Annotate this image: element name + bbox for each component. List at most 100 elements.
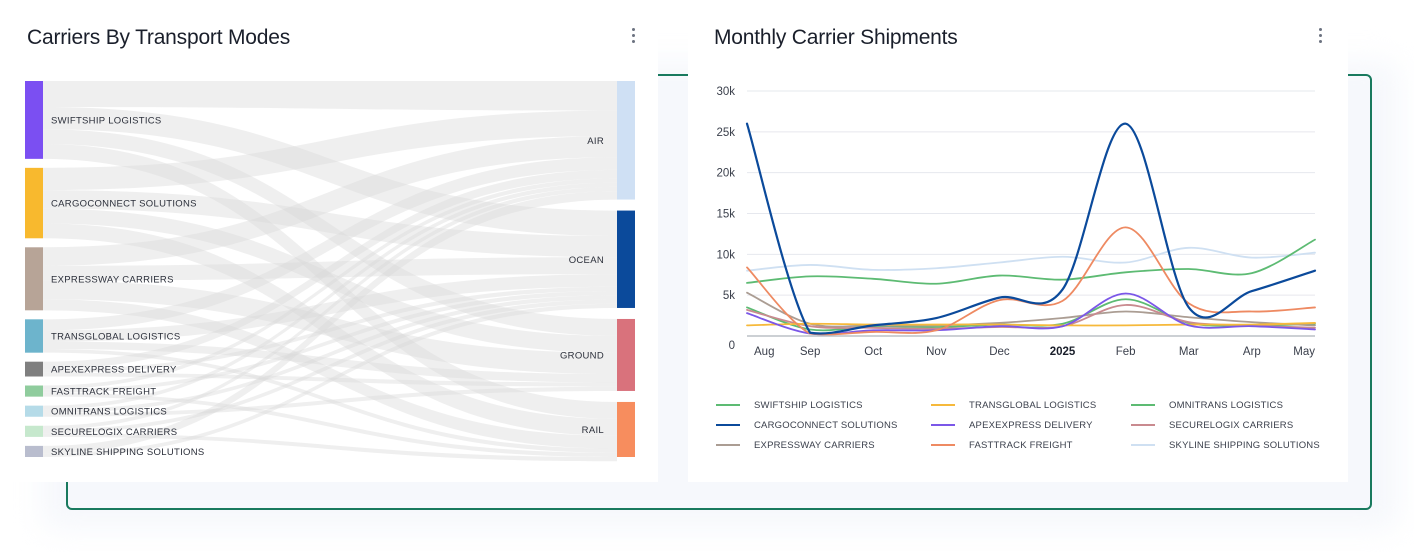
legend-item-apexexpress-delivery[interactable]: APEXEXPRESS DELIVERY: [931, 418, 1093, 432]
sankey-source-node-swiftship-logistics[interactable]: [25, 81, 43, 159]
sankey-source-node-cargoconnect-solutions[interactable]: [25, 167, 43, 239]
sankey-target-label: GROUND: [560, 350, 604, 361]
series-line-skyline-shipping-solutions[interactable]: [746, 246, 1316, 272]
sankey-source-label: TRANSGLOBAL LOGISTICS: [51, 332, 180, 343]
series-line-expressway-carriers[interactable]: [746, 291, 1316, 328]
sankey-source-node-transglobal-logistics[interactable]: [25, 319, 43, 353]
legend-label: SWIFTSHIP LOGISTICS: [754, 399, 863, 411]
sankey-source-label: OMNITRANS LOGISTICS: [51, 407, 167, 418]
series-line-fasttrack-freight[interactable]: [746, 226, 1316, 336]
legend-swatch: [1131, 424, 1155, 426]
sankey-link-omnitrans-logistics-to-ocean: [43, 295, 617, 414]
sankey-link-transglobal-logistics-to-rail: [43, 348, 617, 453]
kebab-vertical-icon[interactable]: [625, 26, 641, 46]
sankey-source-node-apexexpress-delivery[interactable]: [25, 361, 43, 377]
x-tick-label: Mar: [1179, 346, 1199, 358]
sankey-source-label: EXPRESSWAY CARRIERS: [51, 274, 174, 285]
sankey-link-apexexpress-delivery-to-air: [43, 169, 617, 370]
series-line-swiftship-logistics[interactable]: [746, 238, 1316, 285]
y-tick-label: 25k: [716, 127, 735, 139]
legend-label: OMNITRANS LOGISTICS: [1169, 399, 1284, 411]
sankey-link-omnitrans-logistics-to-air: [43, 182, 617, 410]
legend-swatch: [716, 404, 740, 406]
sankey-link-securelogix-carriers-to-rail: [43, 433, 617, 462]
sankey-link-skyline-shipping-solutions-to-air: [43, 191, 617, 454]
line-chart-card: Monthly Carrier Shipments 0 5k 10k 15k 20k 25…: [688, 0, 1348, 482]
sankey-link-securelogix-carriers-to-air: [43, 186, 617, 430]
legend-label: TRANSGLOBAL LOGISTICS: [969, 399, 1097, 411]
sankey-card-title: Carriers By Transport Modes: [27, 26, 291, 49]
sankey-source-node-skyline-shipping-solutions[interactable]: [25, 445, 43, 457]
legend-swatch: [1131, 404, 1155, 406]
y-tick-label: 30k: [716, 86, 735, 98]
sankey-source-node-fasttrack-freight[interactable]: [25, 385, 43, 397]
sankey-target-label: AIR: [587, 136, 604, 147]
y-tick-label: 10k: [716, 249, 735, 261]
sankey-link-skyline-shipping-solutions-to-ocean: [43, 303, 617, 457]
sankey-link-fasttrack-freight-to-air: [43, 178, 617, 390]
sankey-source-label: SWIFTSHIP LOGISTICS: [51, 115, 162, 126]
sankey-link-swiftship-logistics-to-rail: [43, 144, 617, 419]
sankey-target-node-ocean[interactable]: [617, 210, 635, 308]
legend-item-fasttrack-freight[interactable]: FASTTRACK FREIGHT: [931, 438, 1073, 452]
sankey-link-securelogix-carriers-to-ocean: [43, 299, 617, 434]
sankey-source-label: CARGOCONNECT SOLUTIONS: [51, 199, 197, 210]
sankey-source-node-expressway-carriers[interactable]: [25, 247, 43, 311]
legend-item-transglobal-logistics[interactable]: TRANSGLOBAL LOGISTICS: [931, 398, 1096, 412]
line-card-title: Monthly Carrier Shipments: [714, 26, 958, 49]
sankey-source-label: FASTTRACK FREIGHT: [51, 387, 156, 398]
series-line-transglobal-logistics[interactable]: [746, 322, 1316, 327]
legend-item-swiftship-logistics[interactable]: SWIFTSHIP LOGISTICS: [716, 398, 863, 412]
x-tick-label: Feb: [1116, 346, 1136, 358]
sankey-chart: SWIFTSHIP LOGISTICS CARGOCONNECT SOLUTION…: [25, 81, 635, 462]
sankey-link-cargoconnect-solutions-to-ocean: [43, 190, 617, 258]
sankey-link-fasttrack-freight-to-ocean: [43, 291, 617, 393]
sankey-link-fasttrack-freight-to-rail: [43, 392, 617, 457]
sankey-source-label: SECURELOGIX CARRIERS: [51, 427, 177, 438]
sankey-source-node-omnitrans-logistics[interactable]: [25, 405, 43, 417]
legend-label: APEXEXPRESS DELIVERY: [969, 419, 1093, 431]
gridlines: [747, 90, 1315, 337]
sankey-target-node-ground[interactable]: [617, 318, 635, 391]
y-tick-label: 15k: [716, 209, 735, 221]
sankey-link-swiftship-logistics-to-ground: [43, 129, 617, 336]
legend-swatch: [931, 404, 955, 406]
sankey-card: Carriers By Transport Modes SWIFTSHIP LO…: [0, 0, 658, 482]
sankey-target-label: OCEAN: [569, 255, 604, 266]
legend-swatch: [716, 444, 740, 446]
sankey-link-expressway-carriers-to-ground: [43, 280, 617, 375]
sankey-source-label: APEXEXPRESS DELIVERY: [51, 365, 177, 376]
sankey-link-expressway-carriers-to-air: [43, 136, 617, 266]
x-tick-label: Aug: [754, 346, 774, 358]
legend-item-expressway-carriers[interactable]: EXPRESSWAY CARRIERS: [716, 438, 875, 452]
legend-swatch: [931, 444, 955, 446]
legend-label: SKYLINE SHIPPING SOLUTIONS: [1169, 439, 1320, 451]
sankey-source-node-securelogix-carriers[interactable]: [25, 425, 43, 437]
x-tick-label: 2025: [1050, 346, 1076, 358]
series-lines: [745, 122, 1317, 336]
x-tick-label: Nov: [926, 346, 947, 358]
sankey-link-cargoconnect-solutions-to-ground: [43, 208, 617, 353]
y-tick-label: 0: [729, 340, 735, 352]
sankey-target-node-rail[interactable]: [617, 401, 635, 457]
legend-item-cargoconnect-solutions[interactable]: CARGOCONNECT SOLUTIONS: [716, 418, 898, 432]
series-line-cargoconnect-solutions[interactable]: [745, 122, 1317, 335]
sankey-link-expressway-carriers-to-ocean: [43, 257, 617, 281]
x-tick-label: Sep: [800, 346, 820, 358]
sankey-link-transglobal-logistics-to-ground: [43, 341, 617, 383]
sankey-target-label: RAIL: [582, 425, 604, 436]
sankey-link-apexexpress-delivery-to-ground: [43, 372, 617, 387]
sankey-target-node-air[interactable]: [617, 81, 635, 200]
legend-item-omnitrans-logistics[interactable]: OMNITRANS LOGISTICS: [1131, 398, 1283, 412]
sankey-link-cargoconnect-solutions-to-rail: [43, 223, 617, 436]
x-tick-label: Oct: [864, 346, 883, 358]
legend-item-securelogix-carriers[interactable]: SECURELOGIX CARRIERS: [1131, 418, 1293, 432]
legend-swatch: [716, 424, 740, 426]
x-tick-label: Arp: [1243, 346, 1261, 358]
sankey-link-omnitrans-logistics-to-ground: [43, 386, 617, 417]
kebab-vertical-icon[interactable]: [1312, 26, 1328, 46]
sankey-link-transglobal-logistics-to-ocean: [43, 274, 617, 342]
sankey-links: [43, 81, 617, 462]
legend-item-skyline-shipping-solutions[interactable]: SKYLINE SHIPPING SOLUTIONS: [1131, 438, 1320, 452]
legend-label: SECURELOGIX CARRIERS: [1169, 419, 1294, 431]
